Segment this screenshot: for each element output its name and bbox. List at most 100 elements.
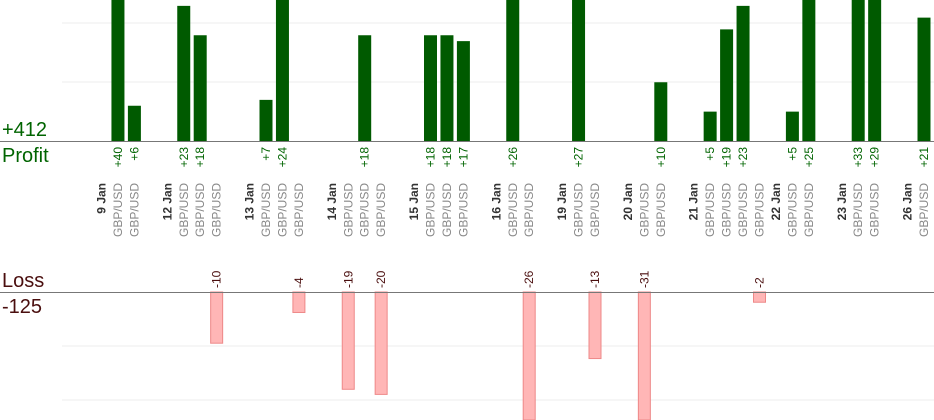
pair-label: GBP/USD: [275, 183, 289, 237]
pair-label: GBP/USD: [374, 183, 388, 237]
profit-bar: [111, 0, 125, 141]
profit-bar: [127, 105, 141, 141]
loss-value-label: -26: [522, 270, 536, 288]
profit-value-label: +18: [424, 147, 438, 168]
pair-label: GBP/USD: [572, 183, 586, 237]
profit-value-label: +23: [177, 147, 191, 168]
loss-bar: [588, 291, 602, 360]
loss-total: -125: [2, 296, 43, 318]
profit-bar: [736, 5, 750, 141]
date-label: 9 Jan: [95, 183, 109, 214]
profit-value-label: +7: [259, 147, 273, 161]
loss-bar: [637, 291, 651, 420]
profit-bar: [259, 99, 273, 141]
pair-label: GBP/USD: [358, 183, 372, 237]
loss-bar: [341, 291, 355, 390]
pair-label: GBP/USD: [654, 183, 668, 237]
pair-label: GBP/USD: [177, 183, 191, 237]
profit-value-label: +18: [358, 147, 372, 168]
loss-bar: [374, 291, 388, 395]
loss-value-label: -19: [341, 270, 355, 288]
profit-label: Profit: [2, 145, 49, 167]
loss-value-label: -2: [753, 277, 767, 288]
loss-value-label: -31: [637, 270, 651, 288]
pair-label: GBP/USD: [506, 183, 520, 237]
profit-bar: [785, 111, 799, 141]
loss-bar: [522, 291, 536, 420]
loss-value-label: -13: [588, 270, 602, 288]
profit-value-label: +27: [572, 147, 586, 168]
date-label: 19 Jan: [555, 183, 569, 220]
profit-value-label: +18: [193, 147, 207, 168]
profit-bars: [111, 0, 931, 141]
pair-label: GBP/USD: [720, 183, 734, 237]
date-label: 16 Jan: [489, 183, 503, 220]
date-label: 23 Jan: [835, 183, 849, 220]
pair-label: GBP/USD: [259, 183, 273, 237]
profit-value-label: +5: [785, 147, 799, 161]
pair-label: GBP/USD: [753, 183, 767, 237]
profit-value-label: +18: [440, 147, 454, 168]
pair-label: GBP/USD: [111, 183, 125, 237]
loss-value-label: -10: [210, 270, 224, 288]
loss-bar: [753, 291, 766, 303]
pair-label: GBP/USD: [802, 183, 816, 237]
pair-label: GBP/USD: [456, 183, 470, 237]
profit-bar: [424, 35, 437, 141]
pair-label: GBP/USD: [424, 183, 438, 237]
bar-labels: +40 GBP/USD +6 GBP/USD +23 GBP/USD +18 GBP/USD -…: [95, 147, 932, 288]
loss-value-label: -4: [292, 277, 306, 288]
profit-bar: [358, 35, 372, 141]
profit-bar: [917, 17, 931, 141]
profit-bar: [177, 5, 191, 141]
date-label: 12 Jan: [160, 183, 174, 220]
profit-value-label: +6: [127, 147, 141, 161]
axis-lines: [0, 141, 934, 293]
profit-bar: [275, 0, 289, 141]
loss-bar: [292, 291, 306, 313]
profit-bar: [193, 35, 207, 141]
profit-bar: [572, 0, 586, 141]
date-label: 15 Jan: [407, 183, 421, 220]
profit-value-label: +10: [654, 147, 668, 168]
profit-value-label: +40: [111, 147, 125, 168]
loss-value-label: -20: [374, 270, 388, 288]
pair-label: GBP/USD: [851, 183, 865, 237]
date-label: 22 Jan: [769, 183, 783, 220]
profit-bar: [456, 41, 470, 141]
date-label: 20 Jan: [621, 183, 635, 220]
profit-bar: [703, 111, 717, 141]
date-label: 14 Jan: [325, 183, 339, 220]
pair-label: GBP/USD: [522, 183, 536, 237]
profit-value-label: +23: [736, 147, 750, 168]
loss-bar: [210, 291, 224, 344]
profit-value-label: +17: [456, 147, 470, 168]
gridlines: [62, 22, 934, 401]
pair-label: GBP/USD: [637, 183, 651, 237]
profit-bar: [851, 0, 865, 141]
date-label: 26 Jan: [901, 183, 915, 220]
pair-label: GBP/USD: [193, 183, 207, 237]
profit-bar: [868, 0, 882, 141]
profit-bar: [440, 35, 454, 141]
profit-bar: [654, 82, 668, 141]
pair-label: GBP/USD: [588, 183, 602, 237]
pair-label: GBP/USD: [292, 183, 306, 237]
profit-total: +412: [2, 119, 48, 141]
pair-label: GBP/USD: [210, 183, 224, 237]
loss-bars: [210, 291, 766, 420]
profit-value-label: +19: [720, 147, 734, 168]
profit-bar: [720, 29, 734, 141]
pair-label: GBP/USD: [440, 183, 454, 237]
profit-value-label: +29: [868, 147, 882, 168]
profit-bar: [506, 0, 520, 141]
profit-value-label: +21: [917, 147, 931, 168]
pair-label: GBP/USD: [341, 183, 355, 237]
pair-label: GBP/USD: [736, 183, 750, 237]
date-label: 13 Jan: [243, 183, 257, 220]
pair-label: GBP/USD: [868, 183, 882, 237]
profit-value-label: +24: [275, 147, 289, 168]
profit-bar: [802, 0, 816, 141]
pair-label: GBP/USD: [703, 183, 717, 237]
pair-label: GBP/USD: [785, 183, 799, 237]
